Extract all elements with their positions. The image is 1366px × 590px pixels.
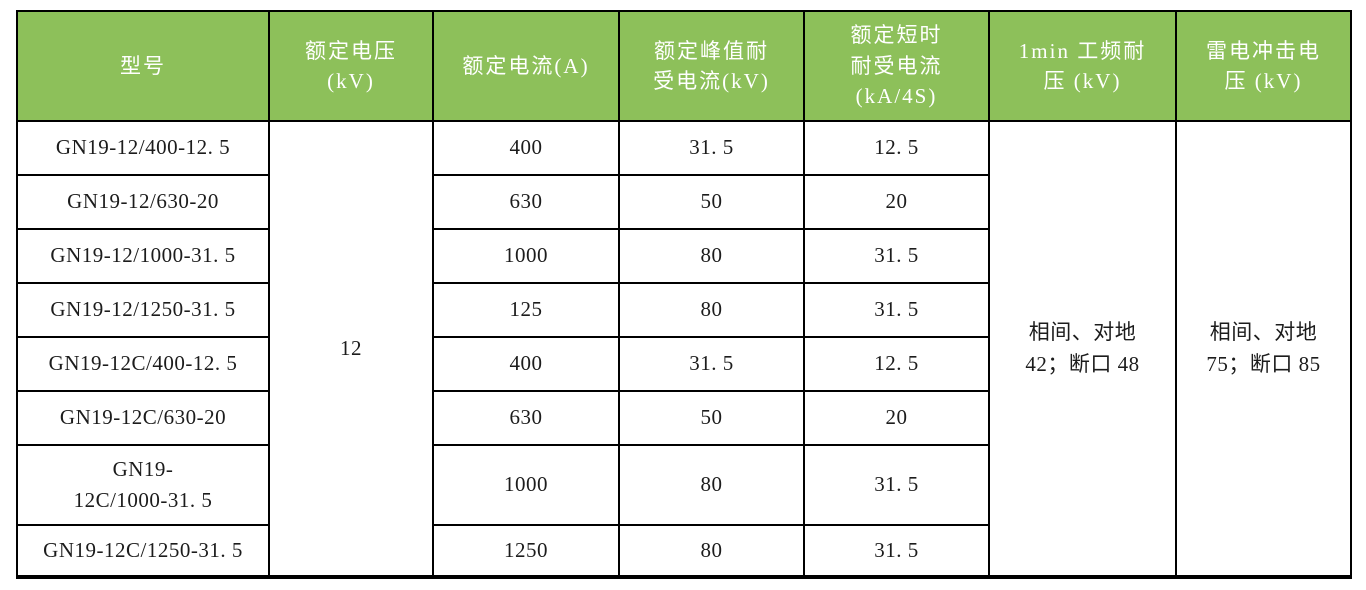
model-cell: GN19-12/1250-31. 5 [16,282,270,338]
header-cell-model: 型号 [16,10,270,122]
header-cell-rated-voltage: 额定电压 (kV) [268,10,434,122]
rated-current-cell: 1000 [432,444,620,526]
peak-current-cell: 80 [618,524,805,578]
short-time-current-cell: 20 [803,390,990,446]
model-cell: GN19-12/1000-31. 5 [16,228,270,284]
rated-current-cell: 630 [432,174,620,230]
model-cell: GN19-12C/1250-31. 5 [16,524,270,578]
model-cell: GN19-12/630-20 [16,174,270,230]
table-row: GN19-12/1000-31. 5 1000 80 31. 5 [16,228,1351,284]
spec-table: 型号 额定电压 (kV) 额定电流(A) 额定峰值耐 受电流(kV) 额定短时 … [16,10,1352,579]
peak-current-cell: 50 [618,390,805,446]
rated-current-cell: 125 [432,282,620,338]
header-cell-power-frequency-withstand: 1min 工频耐 压 (kV) [988,10,1177,122]
model-cell: GN19- 12C/1000-31. 5 [16,444,270,526]
short-time-current-cell: 31. 5 [803,228,990,284]
peak-current-cell: 31. 5 [618,336,805,392]
rated-current-cell: 400 [432,120,620,176]
header-cell-lightning-impulse: 雷电冲击电 压 (kV) [1175,10,1352,122]
short-time-current-cell: 31. 5 [803,282,990,338]
peak-current-cell: 50 [618,174,805,230]
lightning-impulse-merged-cell: 相间、对地 75；断口 85 [1175,120,1352,578]
short-time-current-cell: 31. 5 [803,524,990,578]
peak-current-cell: 80 [618,444,805,526]
header-cell-short-time-withstand-current: 额定短时 耐受电流 (kA/4S) [803,10,990,122]
table-row: GN19-12/630-20 630 50 20 [16,174,1351,230]
table-row: GN19-12C/400-12. 5 400 31. 5 12. 5 [16,336,1351,392]
rated-current-cell: 400 [432,336,620,392]
short-time-current-cell: 31. 5 [803,444,990,526]
rated-current-cell: 630 [432,390,620,446]
peak-current-cell: 31. 5 [618,120,805,176]
rated-current-cell: 1000 [432,228,620,284]
table-row: GN19- 12C/1000-31. 5 1000 80 31. 5 [16,444,1351,526]
table-row: GN19-12/1250-31. 5 125 80 31. 5 [16,282,1351,338]
model-cell: GN19-12C/630-20 [16,390,270,446]
table-row: GN19-12C/630-20 630 50 20 [16,390,1351,446]
model-cell: GN19-12C/400-12. 5 [16,336,270,392]
power-frequency-merged-cell: 相间、对地 42；断口 48 [988,120,1177,578]
peak-current-cell: 80 [618,282,805,338]
short-time-current-cell: 12. 5 [803,120,990,176]
short-time-current-cell: 20 [803,174,990,230]
model-cell: GN19-12/400-12. 5 [16,120,270,176]
header-row: 型号 额定电压 (kV) 额定电流(A) 额定峰值耐 受电流(kV) 额定短时 … [16,10,1352,122]
header-cell-peak-withstand-current: 额定峰值耐 受电流(kV) [618,10,805,122]
header-cell-rated-current: 额定电流(A) [432,10,620,122]
rated-voltage-merged-cell: 12 [268,120,434,578]
rated-current-cell: 1250 [432,524,620,578]
table-row: GN19-12C/1250-31. 5 1250 80 31. 5 [16,524,1351,578]
peak-current-cell: 80 [618,228,805,284]
short-time-current-cell: 12. 5 [803,336,990,392]
table-row: GN19-12/400-12. 5 12 400 31. 5 12. 5 相间、… [16,120,1352,578]
